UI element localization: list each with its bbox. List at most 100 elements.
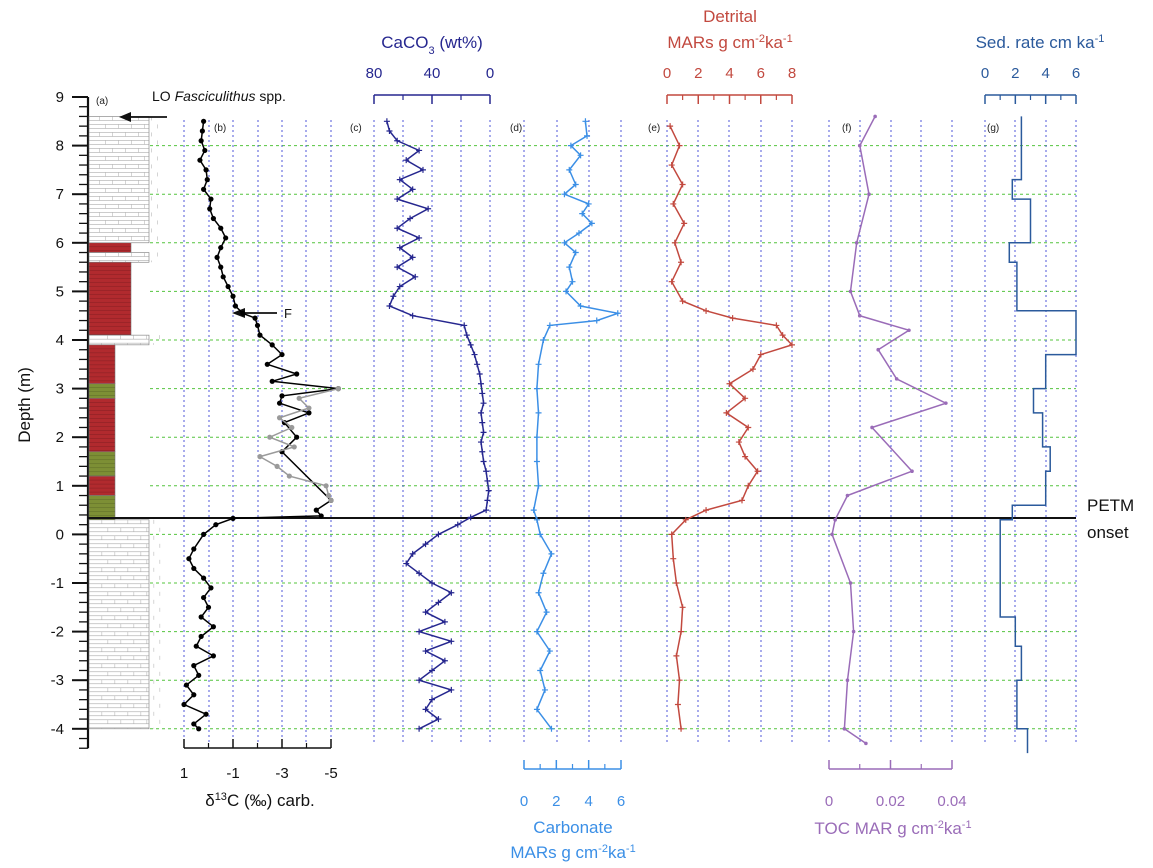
data-point bbox=[416, 147, 423, 154]
data-point bbox=[678, 725, 685, 732]
axis-tick-label: 4 bbox=[584, 793, 592, 810]
axis-tick-label: 2 bbox=[1011, 65, 1019, 82]
data-point bbox=[540, 570, 547, 577]
data-point bbox=[396, 283, 403, 290]
data-point bbox=[435, 599, 442, 606]
data-point bbox=[230, 515, 236, 521]
data-point bbox=[870, 425, 874, 430]
axis-title-d-line1: Carbonate bbox=[533, 818, 612, 837]
data-point bbox=[540, 337, 547, 343]
data-point bbox=[561, 239, 568, 246]
data-point bbox=[673, 580, 680, 586]
axis-tick-label: 4 bbox=[725, 65, 733, 82]
petm-label-line2: onset bbox=[1087, 523, 1129, 542]
panel-letter-b: (b) bbox=[214, 123, 226, 134]
data-point bbox=[830, 532, 834, 537]
data-point bbox=[218, 264, 224, 270]
value-axis-f: 0 0.02 0.04 bbox=[825, 760, 967, 810]
data-point bbox=[745, 482, 752, 489]
data-point bbox=[448, 589, 455, 596]
depth-tick-label: 1 bbox=[56, 478, 64, 495]
data-point bbox=[467, 341, 474, 348]
panel-d bbox=[530, 118, 621, 732]
data-point bbox=[407, 215, 414, 222]
data-point bbox=[201, 575, 207, 581]
data-point bbox=[535, 361, 542, 368]
series-line-e bbox=[669, 125, 794, 729]
axis-tick-label: 4 bbox=[1041, 65, 1049, 82]
depth-gridlines bbox=[150, 145, 1076, 730]
data-point bbox=[670, 200, 677, 207]
data-point bbox=[582, 118, 589, 125]
petm-label-line1: PETM bbox=[1087, 496, 1134, 515]
data-point bbox=[191, 546, 197, 552]
data-point bbox=[294, 434, 300, 440]
data-point bbox=[201, 594, 207, 601]
data-point bbox=[264, 361, 270, 367]
data-point bbox=[480, 429, 487, 436]
depth-tick-label: 2 bbox=[56, 429, 64, 446]
data-point bbox=[435, 716, 442, 723]
series-line-b bbox=[182, 121, 339, 730]
lithology-unit-white bbox=[88, 116, 158, 244]
data-point bbox=[563, 288, 570, 295]
data-point bbox=[183, 682, 190, 688]
data-point bbox=[670, 555, 677, 562]
lithology-unit-green bbox=[88, 495, 116, 521]
data-point bbox=[548, 550, 555, 557]
data-point bbox=[593, 317, 600, 324]
value-axis-b: 1 -1 -3 -5 bbox=[180, 739, 338, 782]
data-point bbox=[857, 143, 862, 148]
data-point bbox=[773, 322, 780, 329]
lo-label-part3: spp. bbox=[256, 88, 286, 104]
axis-title-d-line2: MARs g cm-2ka-1 bbox=[510, 843, 635, 862]
axis-title-e-line2: MARs g cm-2ka-1 bbox=[667, 33, 792, 52]
data-point bbox=[477, 409, 484, 416]
data-point bbox=[197, 157, 203, 163]
data-point bbox=[944, 401, 948, 405]
data-point bbox=[207, 206, 213, 212]
data-point bbox=[577, 152, 584, 159]
data-point bbox=[546, 648, 553, 655]
data-point bbox=[383, 118, 390, 125]
data-point bbox=[412, 273, 419, 280]
data-point bbox=[403, 560, 410, 567]
data-point bbox=[191, 663, 197, 669]
lithology-unit-white bbox=[88, 334, 160, 346]
value-axis-g: 0 2 4 6 bbox=[981, 65, 1080, 104]
data-point bbox=[198, 633, 204, 640]
data-point bbox=[543, 609, 550, 616]
series-line-f bbox=[831, 116, 948, 745]
data-point bbox=[585, 200, 592, 207]
data-point bbox=[323, 483, 329, 489]
data-point bbox=[833, 518, 837, 522]
depth-tick-label: 8 bbox=[56, 138, 64, 155]
axis-tick-label: 2 bbox=[694, 65, 702, 82]
data-point bbox=[671, 239, 678, 246]
series-line-c bbox=[386, 121, 490, 730]
data-point bbox=[422, 609, 429, 616]
data-point bbox=[429, 696, 435, 703]
panel-b bbox=[181, 118, 341, 732]
value-axis-e: 0 2 4 6 8 bbox=[663, 65, 796, 104]
data-point bbox=[422, 648, 429, 655]
data-point bbox=[218, 245, 224, 251]
data-point bbox=[441, 618, 448, 625]
data-point bbox=[198, 138, 204, 144]
data-point bbox=[214, 254, 220, 260]
panel-letter-e: (e) bbox=[648, 123, 660, 134]
axis-tick-label: 0 bbox=[981, 65, 989, 82]
depth-tick-label: -1 bbox=[51, 575, 64, 592]
depth-tick-label: -4 bbox=[51, 721, 64, 738]
value-axis-c: 80 40 0 bbox=[366, 65, 494, 104]
data-point bbox=[757, 351, 764, 358]
data-point bbox=[409, 186, 416, 193]
lo-label-genus: Fasciculithus bbox=[175, 88, 256, 104]
panel-letter-d: (d) bbox=[510, 123, 522, 134]
data-point bbox=[196, 726, 202, 732]
data-point bbox=[873, 114, 877, 119]
depth-tick-label: -3 bbox=[51, 672, 64, 689]
data-point bbox=[325, 492, 332, 499]
data-point bbox=[276, 415, 283, 421]
